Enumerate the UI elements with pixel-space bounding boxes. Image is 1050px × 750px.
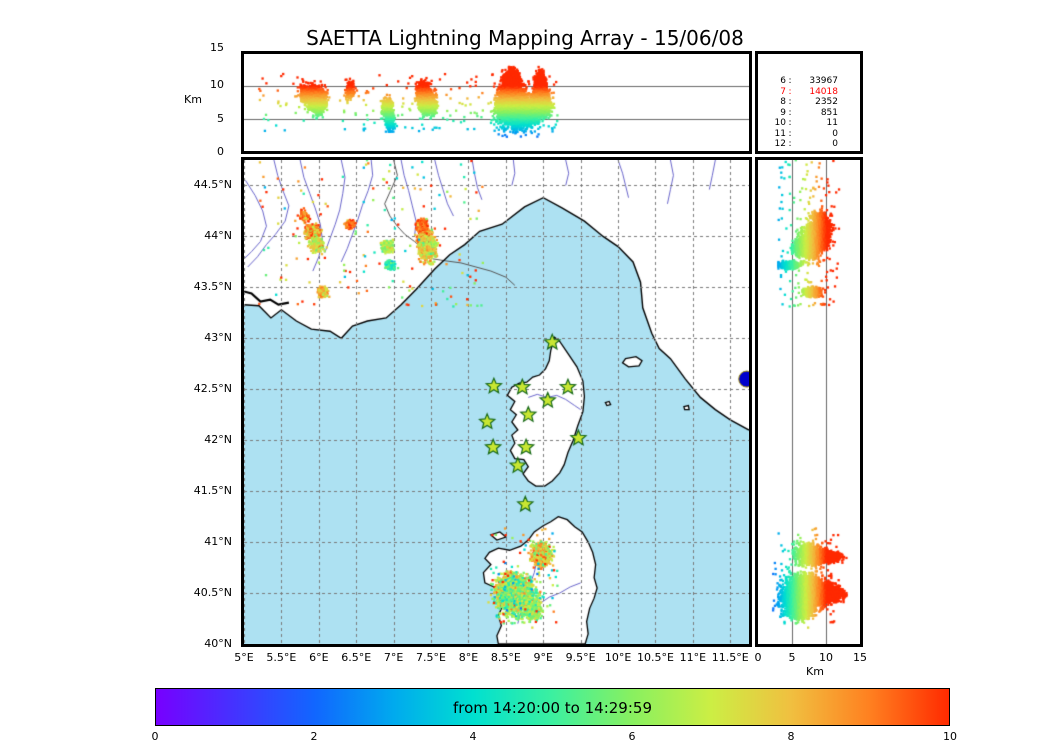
- station-count-legend: 6:33967 7:14018 8:2352 9:851 10:11 11:0 …: [755, 51, 863, 154]
- map-longitude-tick: 6°E: [309, 651, 329, 664]
- page-title: SAETTA Lightning Mapping Array - 15/06/0…: [306, 26, 744, 50]
- map-longitude-tick: 8°E: [458, 651, 479, 664]
- right-panel-xtick: 0: [754, 651, 762, 664]
- map-latitude-tick: 42.5°N: [193, 382, 232, 396]
- map-longitude-tick: 11.5°E: [711, 651, 749, 664]
- map-latitude-tick: 44°N: [204, 229, 232, 243]
- map-canvas-wrap: [244, 160, 749, 644]
- map-longitude-tick: 7°E: [383, 651, 404, 664]
- table-row: 12:0: [774, 139, 838, 149]
- table-row: 8:2352: [780, 97, 838, 107]
- altitude-colorbar[interactable]: [155, 688, 950, 726]
- lightning-map[interactable]: [241, 157, 752, 647]
- map-longitude-tick: 10.5°E: [636, 651, 674, 664]
- right-panel-xtick: 5: [788, 651, 796, 664]
- colorbar-tick: 0: [151, 730, 159, 743]
- colorbar-tick: 6: [628, 730, 636, 743]
- top-panel-ytick-0: 0: [217, 145, 224, 158]
- table-row: 11:0: [774, 128, 838, 139]
- right-panel-xtick: 15: [853, 651, 867, 664]
- map-latitude-tick: 40.5°N: [193, 586, 232, 600]
- table-row: 10:11: [774, 118, 838, 128]
- table-row: 7:14018: [780, 86, 838, 97]
- map-longitude-tick: 9°E: [533, 651, 553, 664]
- table-row: 6:33967: [780, 76, 838, 86]
- table-row: 9:851: [780, 107, 838, 118]
- map-latitude-tick: 43.5°N: [193, 280, 232, 294]
- map-latitude-tick: 43°N: [204, 331, 232, 345]
- top-panel-axis-label: Km: [184, 93, 202, 106]
- top-panel-ytick-5: 5: [217, 112, 224, 125]
- map-latitude-tick: 42°N: [204, 433, 232, 447]
- map-longitude-tick: 11°E: [679, 651, 707, 664]
- map-longitude-tick: 9.5°E: [565, 651, 596, 664]
- map-latitude-tick: 41.5°N: [193, 484, 232, 498]
- right-altitude-panel[interactable]: [755, 157, 863, 647]
- map-longitude-tick: 8.5°E: [490, 651, 521, 664]
- colorbar-tick: 10: [943, 730, 957, 743]
- map-longitude-tick: 5°E: [234, 651, 254, 664]
- right-panel-axis-label: Km: [806, 665, 824, 678]
- colorbar-tick: 2: [310, 730, 318, 743]
- colorbar-tick: 8: [787, 730, 795, 743]
- map-latitude-tick: 41°N: [204, 535, 232, 549]
- colorbar-tick: 4: [469, 730, 477, 743]
- map-latitude-tick: 44.5°N: [193, 178, 232, 192]
- top-panel-ytick-15: 15: [210, 41, 224, 54]
- station-count-rows: 6:33967 7:14018 8:2352 9:851 10:11 11:0 …: [766, 76, 838, 150]
- right-panel-xtick: 10: [819, 651, 833, 664]
- map-latitude-tick: 40°N: [204, 637, 232, 650]
- map-longitude-tick: 6.5°E: [341, 651, 372, 664]
- map-longitude-tick: 5.5°E: [266, 651, 297, 664]
- colorbar-time-label: from 14:20:00 to 14:29:59: [452, 699, 652, 717]
- map-longitude-tick: 7.5°E: [416, 651, 446, 664]
- map-longitude-tick: 10°E: [604, 651, 632, 664]
- top-panel-ytick-10: 10: [210, 78, 224, 91]
- top-altitude-panel[interactable]: [241, 51, 752, 154]
